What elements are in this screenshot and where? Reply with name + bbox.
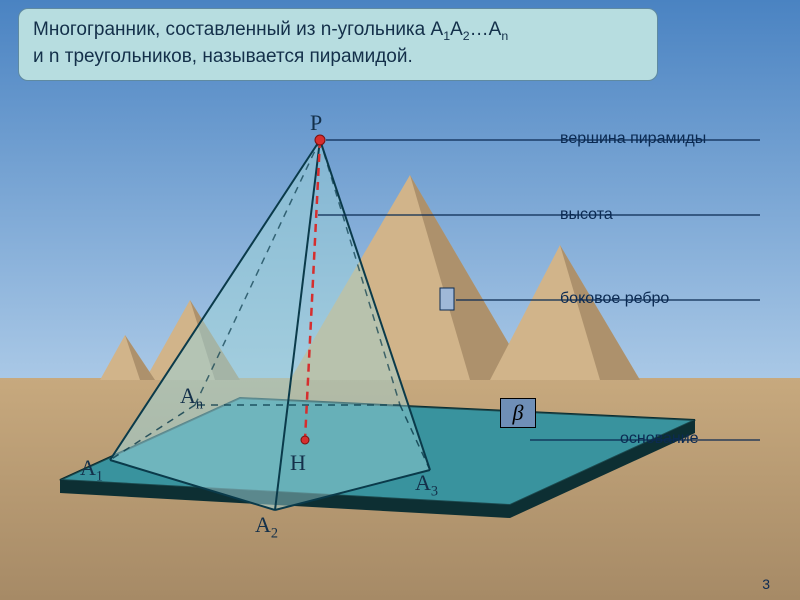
label-height: высота <box>560 206 613 224</box>
page-number: 3 <box>762 576 770 592</box>
vertex-label-A1: А1 <box>80 455 103 485</box>
definition-box: Многогранник, составленный из n-угольник… <box>18 8 658 81</box>
label-edge: боковое ребро <box>560 290 669 308</box>
label-apex: вершина пирамиды <box>560 130 706 148</box>
label-base: основание <box>620 430 699 448</box>
vertex-label-A2: А2 <box>255 512 278 542</box>
vertex-label-P: Р <box>310 110 322 136</box>
vertex-label-An: Аn <box>180 383 203 413</box>
vertex-label-H: Н <box>290 450 306 476</box>
beta-symbol: β <box>500 398 536 428</box>
definition-text: Многогранник, составленный из n-угольник… <box>33 19 508 67</box>
geometry-layer <box>0 0 800 600</box>
vertex-label-A3: А3 <box>415 470 438 500</box>
slide: Многогранник, составленный из n-угольник… <box>0 0 800 600</box>
